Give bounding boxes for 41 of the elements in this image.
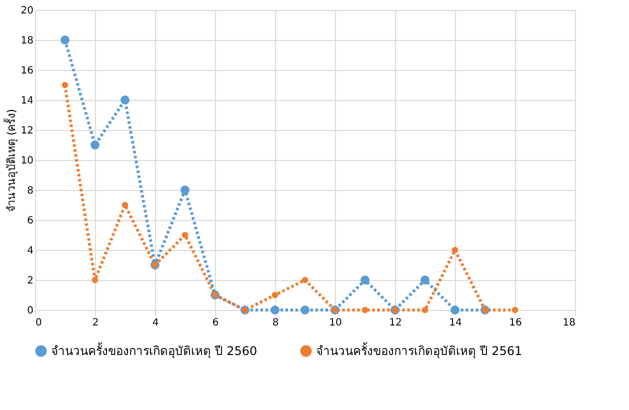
x-tick-label: 16 [509,318,522,328]
y-tick-label: 14 [20,96,34,106]
point [120,96,130,104]
legend-label: จำนวนครั้งของการเกิดอุบัติเหตุ ปี 2560 [51,342,258,359]
point [300,306,310,314]
x-tick-label: 4 [152,318,159,328]
point [60,36,70,44]
legend-label: จำนวนครั้งของการเกิดอุบัติเหตุ ปี 2561 [316,342,522,359]
point [362,306,368,314]
y-axis-title: จำนวนอุบัติเหตุ (ครั้ง) [2,108,18,212]
y-tick-label: 18 [20,36,34,46]
point [90,140,100,150]
point [180,186,190,194]
point [452,246,458,254]
x-tick-label: 12 [389,318,402,328]
y-tick-label: 4 [27,246,34,256]
y-tick-label: 20 [20,6,34,16]
point [360,276,370,284]
x-tick-label: 18 [562,318,576,328]
x-tick-label: 0 [36,318,42,328]
x-tick-label: 10 [329,318,342,328]
point [62,82,68,88]
point [92,276,98,284]
point [302,276,308,284]
point [420,276,430,284]
x-tick-label: 14 [449,318,462,328]
point [122,202,128,208]
point [182,232,188,238]
y-tick-label: 8 [27,186,34,196]
y-tick-label: 6 [27,216,34,226]
y-tick-label: 10 [20,156,34,166]
point [512,306,518,314]
y-tick-label: 12 [20,126,34,136]
y-tick-label: 2 [27,276,34,286]
x-tick-label: 8 [272,318,279,328]
point [272,292,278,298]
x-tick-label: 2 [92,318,99,328]
y-tick-label: 16 [20,66,34,76]
x-tick-label: 6 [212,318,219,328]
point [422,306,428,314]
y-tick-label: 0 [27,306,34,316]
